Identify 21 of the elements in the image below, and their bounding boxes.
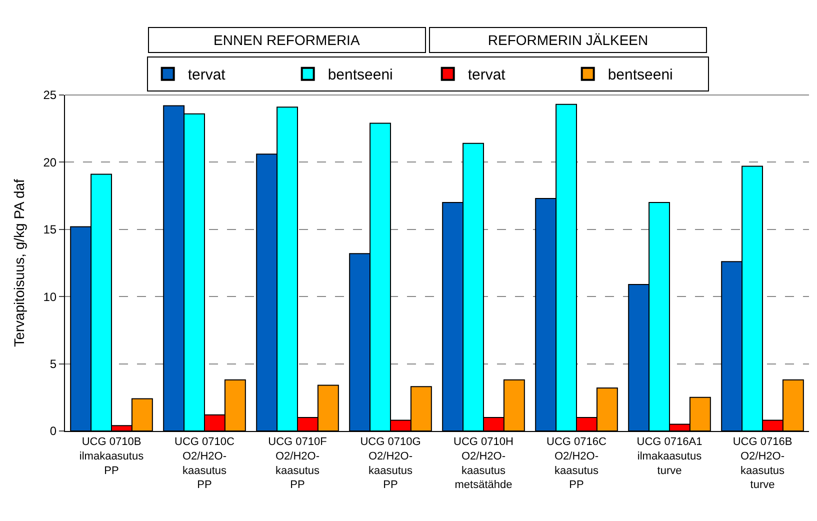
y-tick-label: 20 [43,155,57,170]
legend-label: bentseeni [328,66,393,84]
x-tick-label: UCG 0716A1 ilmakaasutus turve [636,436,702,477]
x-tick-label: UCG 0716B O2/H2O- kaasutus turve [732,436,792,492]
x-tick-label: UCG 0710C O2/H2O- kaasutus PP [174,436,235,492]
y-tick-label: 0 [50,424,57,438]
x-tick-label: UCG 0710G O2/H2O- kaasutus PP [360,436,421,492]
x-tick-label: UCG 0710H O2/H2O- kaasutus metsätähde [454,436,514,492]
text: ENNEN REFORMERIA [214,32,360,48]
legend-label: tervat [188,66,226,84]
y-axis-title: Tervapitoisuus, g/kg PA daf [10,178,27,347]
y-tick-label: 25 [43,88,57,102]
x-tick-label: UCG 0710B ilmakaasutus PP [79,436,144,477]
y-tick-label: 5 [50,357,57,371]
text: REFORMERIN JÄLKEEN [488,32,648,48]
x-tick-label: UCG 0710F O2/H2O- kaasutus PP [268,436,328,492]
legend-label: bentseeni [608,66,673,84]
y-tick-label: 10 [43,290,57,304]
legend-label: tervat [468,66,506,84]
x-tick-label: UCG 0716C O2/H2O- kaasutus PP [546,436,607,492]
y-tick-label: 15 [43,222,57,237]
